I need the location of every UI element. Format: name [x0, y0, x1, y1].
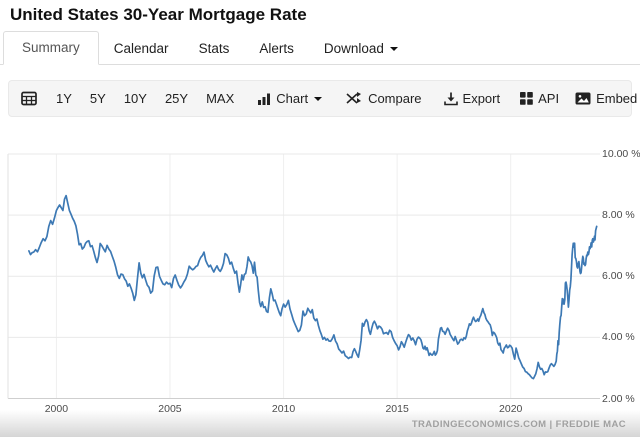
bar-chart-icon	[258, 93, 271, 105]
y-axis-tick-label: 4.00 %	[602, 331, 635, 344]
embed-image-icon	[575, 92, 591, 105]
range-10y-label: 10Y	[123, 91, 147, 106]
mortgage-rate-chart: 10.00 % 8.00 % 6.00 % 4.00 % 2.00 % 2000 2005…	[0, 130, 640, 437]
y-axis-tick-label: 2.00 %	[602, 392, 635, 405]
api-label: API	[538, 91, 560, 106]
chart-attribution: TRADINGECONOMICS.COM | FREDDIE MAC	[411, 419, 626, 430]
range-max-label: MAX	[206, 91, 235, 106]
tab-alerts[interactable]: Alerts	[244, 33, 309, 65]
api-button[interactable]: API	[520, 91, 559, 106]
compare-label: Compare	[368, 91, 422, 106]
bottom-fade	[0, 410, 640, 437]
tab-stats-label: Stats	[198, 41, 230, 56]
embed-label: Embed	[596, 91, 638, 106]
compare-button[interactable]: Compare	[346, 91, 422, 106]
tab-bar: Summary Calendar Stats Alerts Download	[0, 31, 640, 65]
tab-summary-label: Summary	[22, 40, 80, 55]
tab-calendar[interactable]: Calendar	[99, 33, 184, 65]
range-button-25y[interactable]: 25Y	[165, 91, 188, 106]
page-title: United States 30-Year Mortgage Rate	[10, 5, 307, 24]
compare-icon	[346, 92, 363, 105]
chevron-down-icon	[314, 96, 323, 101]
calendar-grid-icon	[21, 91, 37, 106]
chart-plot-svg	[7, 153, 600, 399]
range-button-max[interactable]: MAX	[206, 91, 234, 106]
tab-calendar-label: Calendar	[113, 41, 169, 56]
rate-line-series[interactable]	[28, 194, 598, 380]
calendar-range-button[interactable]	[21, 91, 42, 106]
tab-alerts-label: Alerts	[259, 41, 294, 56]
tab-summary[interactable]: Summary	[3, 31, 99, 65]
tab-download-label: Download	[323, 41, 384, 56]
range-button-5y[interactable]: 5Y	[90, 91, 106, 106]
chart-toolbar: 1Y 5Y 10Y 25Y MAX Chart Compare Export	[8, 80, 637, 117]
chart-type-dropdown[interactable]: Chart	[258, 91, 323, 106]
api-grid-icon	[520, 92, 533, 105]
y-axis-tick-label: 6.00 %	[602, 270, 635, 283]
export-button[interactable]: Export	[443, 91, 501, 106]
range-25y-label: 25Y	[164, 91, 189, 106]
embed-button[interactable]: Embed	[575, 91, 637, 106]
tab-stats[interactable]: Stats	[184, 33, 245, 65]
range-1y-label: 1Y	[56, 91, 72, 106]
export-download-icon	[443, 92, 458, 106]
export-label: Export	[462, 91, 501, 106]
chart-menu-label: Chart	[276, 91, 309, 106]
range-button-1y[interactable]: 1Y	[56, 91, 72, 106]
range-button-10y[interactable]: 10Y	[124, 91, 147, 106]
tab-download[interactable]: Download	[309, 33, 413, 65]
y-axis-tick-label: 8.00 %	[602, 209, 635, 222]
y-axis-tick-label: 10.00 %	[602, 148, 640, 160]
chevron-down-icon	[389, 46, 398, 51]
range-5y-label: 5Y	[89, 91, 106, 106]
